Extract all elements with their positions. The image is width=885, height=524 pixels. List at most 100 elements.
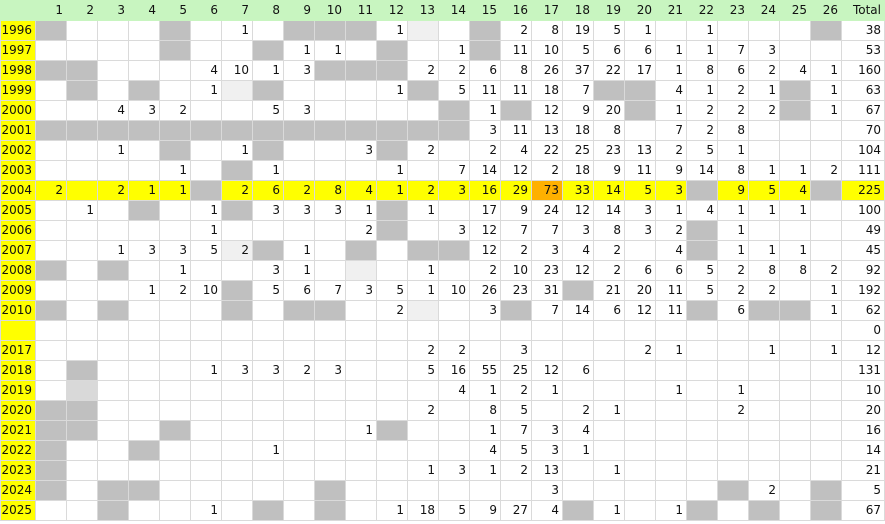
table-cell[interactable] bbox=[748, 500, 780, 521]
table-cell[interactable] bbox=[314, 400, 346, 421]
table-cell[interactable]: 2 bbox=[500, 460, 532, 481]
table-cell[interactable] bbox=[128, 220, 160, 241]
table-cell[interactable]: 1 bbox=[748, 240, 780, 261]
table-cell[interactable]: 9 bbox=[500, 200, 532, 221]
table-cell[interactable] bbox=[593, 320, 625, 341]
table-cell[interactable]: 12 bbox=[531, 360, 563, 381]
table-cell[interactable]: 37 bbox=[562, 60, 594, 81]
table-cell[interactable] bbox=[345, 120, 377, 141]
table-cell[interactable] bbox=[66, 460, 98, 481]
table-cell[interactable] bbox=[345, 240, 377, 261]
table-cell[interactable] bbox=[624, 360, 656, 381]
table-cell[interactable] bbox=[779, 220, 811, 241]
table-cell[interactable] bbox=[686, 380, 718, 401]
table-cell[interactable]: 7 bbox=[562, 80, 594, 101]
table-cell[interactable] bbox=[345, 300, 377, 321]
table-cell[interactable] bbox=[438, 100, 470, 121]
table-cell[interactable] bbox=[376, 260, 408, 281]
table-cell[interactable] bbox=[624, 420, 656, 441]
table-cell[interactable] bbox=[593, 340, 625, 361]
table-cell[interactable] bbox=[407, 80, 439, 101]
table-cell[interactable] bbox=[66, 260, 98, 281]
table-cell[interactable] bbox=[624, 500, 656, 521]
table-cell[interactable] bbox=[686, 400, 718, 421]
table-cell[interactable] bbox=[531, 320, 563, 341]
table-cell[interactable] bbox=[531, 340, 563, 361]
table-cell[interactable] bbox=[35, 440, 67, 461]
column-header[interactable]: 24 bbox=[748, 0, 780, 21]
table-cell[interactable]: 7 bbox=[531, 300, 563, 321]
table-cell[interactable] bbox=[407, 380, 439, 401]
table-cell[interactable] bbox=[562, 320, 594, 341]
table-cell[interactable] bbox=[593, 80, 625, 101]
table-cell[interactable] bbox=[376, 480, 408, 501]
table-cell[interactable] bbox=[221, 120, 253, 141]
table-cell[interactable]: 11 bbox=[655, 280, 687, 301]
table-cell[interactable] bbox=[190, 440, 222, 461]
table-cell[interactable] bbox=[283, 440, 315, 461]
table-cell[interactable]: 31 bbox=[531, 280, 563, 301]
table-cell[interactable] bbox=[748, 400, 780, 421]
table-cell[interactable] bbox=[345, 320, 377, 341]
table-cell[interactable]: 4 bbox=[190, 60, 222, 81]
table-cell[interactable]: 11 bbox=[655, 300, 687, 321]
table-cell[interactable] bbox=[686, 480, 718, 501]
table-cell[interactable]: 1 bbox=[128, 180, 160, 201]
table-cell[interactable] bbox=[35, 20, 67, 41]
table-cell[interactable] bbox=[717, 480, 749, 501]
table-cell[interactable]: 26 bbox=[469, 280, 501, 301]
table-cell[interactable]: 2 bbox=[810, 160, 842, 181]
table-cell[interactable]: 14 bbox=[593, 180, 625, 201]
table-cell[interactable] bbox=[283, 140, 315, 161]
table-cell[interactable] bbox=[128, 140, 160, 161]
table-cell[interactable] bbox=[35, 120, 67, 141]
table-cell[interactable] bbox=[190, 320, 222, 341]
table-cell[interactable]: 1 bbox=[376, 180, 408, 201]
table-cell[interactable] bbox=[159, 300, 191, 321]
table-cell[interactable]: 1 bbox=[593, 460, 625, 481]
column-header[interactable]: 1 bbox=[35, 0, 67, 21]
table-cell[interactable] bbox=[66, 280, 98, 301]
table-cell[interactable]: 4 bbox=[345, 180, 377, 201]
table-cell[interactable]: 4 bbox=[562, 240, 594, 261]
table-cell[interactable] bbox=[314, 320, 346, 341]
table-cell[interactable] bbox=[376, 220, 408, 241]
table-cell[interactable] bbox=[283, 220, 315, 241]
table-cell[interactable]: 2 bbox=[407, 400, 439, 421]
table-cell[interactable]: 23 bbox=[531, 260, 563, 281]
table-cell[interactable] bbox=[66, 40, 98, 61]
table-cell[interactable] bbox=[283, 420, 315, 441]
table-cell[interactable]: 1 bbox=[655, 340, 687, 361]
table-cell[interactable]: 7 bbox=[500, 220, 532, 241]
table-cell[interactable]: 18 bbox=[562, 120, 594, 141]
table-cell[interactable] bbox=[655, 360, 687, 381]
table-cell[interactable] bbox=[66, 160, 98, 181]
table-cell[interactable]: 1 bbox=[283, 260, 315, 281]
table-cell[interactable]: 2 bbox=[748, 60, 780, 81]
table-cell[interactable] bbox=[686, 440, 718, 461]
table-cell[interactable] bbox=[779, 420, 811, 441]
table-cell[interactable] bbox=[159, 480, 191, 501]
column-header[interactable]: 11 bbox=[345, 0, 377, 21]
table-cell[interactable]: 5 bbox=[438, 80, 470, 101]
table-cell[interactable] bbox=[159, 40, 191, 61]
table-cell[interactable]: 1 bbox=[252, 60, 284, 81]
column-header[interactable]: 25 bbox=[779, 0, 811, 21]
table-cell[interactable]: 4 bbox=[438, 380, 470, 401]
table-cell[interactable] bbox=[810, 180, 842, 201]
column-header[interactable]: 5 bbox=[159, 0, 191, 21]
table-cell[interactable] bbox=[314, 260, 346, 281]
table-cell[interactable]: 5 bbox=[686, 140, 718, 161]
table-cell[interactable] bbox=[717, 440, 749, 461]
table-cell[interactable] bbox=[283, 320, 315, 341]
table-cell[interactable] bbox=[190, 20, 222, 41]
table-cell[interactable]: 5 bbox=[593, 20, 625, 41]
table-cell[interactable] bbox=[345, 360, 377, 381]
table-cell[interactable]: 11 bbox=[469, 80, 501, 101]
table-cell[interactable] bbox=[779, 460, 811, 481]
table-cell[interactable] bbox=[252, 20, 284, 41]
table-cell[interactable] bbox=[35, 320, 67, 341]
table-cell[interactable]: 29 bbox=[500, 180, 532, 201]
table-cell[interactable] bbox=[35, 220, 67, 241]
table-cell[interactable] bbox=[717, 420, 749, 441]
